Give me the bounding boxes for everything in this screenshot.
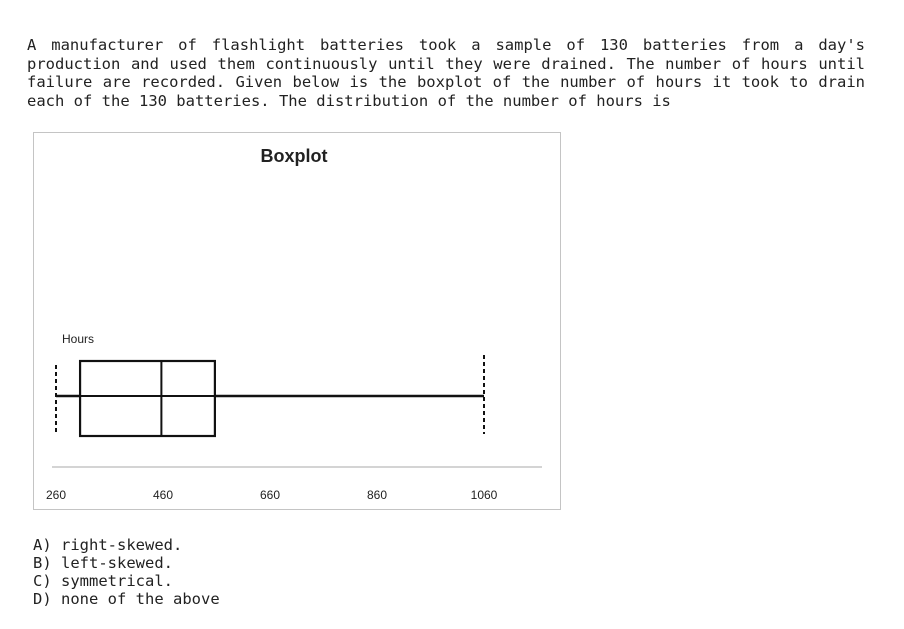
option-b-text: left-skewed. [61,554,173,572]
variable-label: Hours [62,332,94,346]
x-tick-label: 860 [367,488,387,502]
option-c[interactable]: C) symmetrical. [33,572,220,590]
option-b-letter: B) [33,554,52,572]
option-d-letter: D) [33,590,52,608]
option-b[interactable]: B) left-skewed. [33,554,220,572]
x-tick-label: 1060 [471,488,498,502]
iqr-box [78,359,216,438]
option-a-letter: A) [33,536,52,554]
answer-options: A) right-skewed. B) left-skewed. C) symm… [33,536,220,608]
option-c-letter: C) [33,572,52,590]
x-tick-label: 260 [46,488,66,502]
option-d[interactable]: D) none of the above [33,590,220,608]
x-tick-label: 460 [153,488,173,502]
chart-title: Boxplot [261,146,328,166]
question-text: A manufacturer of flashlight batteries t… [27,36,865,110]
boxplot-svg: Boxplot Hours 260 460 660 860 1060 [46,146,542,502]
option-a[interactable]: A) right-skewed. [33,536,220,554]
x-tick-label: 660 [260,488,280,502]
option-d-text: none of the above [61,590,220,608]
boxplot-figure: Boxplot Hours 260 460 660 860 1060 [33,132,561,510]
option-c-text: symmetrical. [61,572,173,590]
option-a-text: right-skewed. [61,536,183,554]
